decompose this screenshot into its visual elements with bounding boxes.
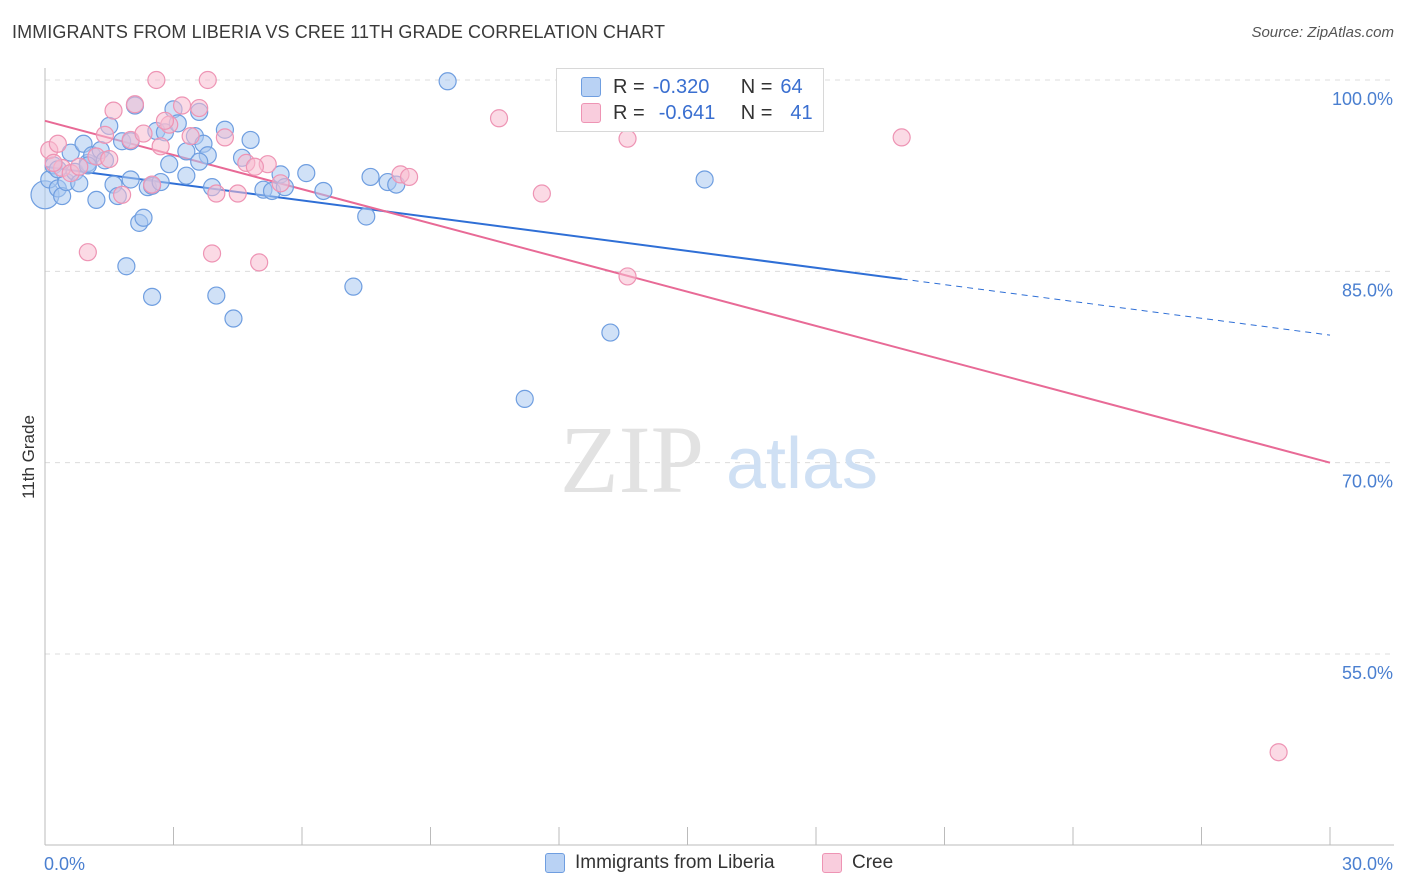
trend-line-cree bbox=[44, 119, 1331, 464]
point-liberia bbox=[695, 170, 714, 189]
point-cree bbox=[489, 109, 509, 128]
point-liberia bbox=[177, 166, 196, 185]
point-liberia bbox=[190, 152, 209, 171]
point-liberia bbox=[224, 309, 243, 328]
point-cree bbox=[202, 244, 222, 263]
legend-n-value: 41 bbox=[790, 101, 813, 124]
watermark: ZIP atlas bbox=[560, 406, 878, 513]
legend-r-label: R = bbox=[613, 101, 645, 124]
point-liberia bbox=[314, 181, 333, 201]
point-liberia bbox=[357, 207, 376, 226]
y-tick-label: 70.0% bbox=[1342, 472, 1393, 492]
point-cree bbox=[399, 167, 419, 187]
point-cree bbox=[271, 174, 290, 193]
y-tick-label: 55.0% bbox=[1342, 663, 1393, 683]
point-liberia bbox=[297, 164, 316, 183]
bottom-legend-label: Cree bbox=[852, 852, 894, 873]
point-cree bbox=[250, 253, 269, 272]
point-liberia bbox=[207, 286, 226, 305]
bottom-legend-swatch-blue bbox=[545, 853, 565, 873]
bottom-legend-swatch-pink bbox=[822, 853, 842, 873]
point-liberia bbox=[117, 257, 136, 276]
point-liberia bbox=[344, 277, 363, 296]
point-cree bbox=[155, 111, 175, 130]
point-cree bbox=[532, 184, 551, 203]
point-liberia bbox=[121, 170, 140, 189]
bottom-legend-label: Immigrants from Liberia bbox=[575, 852, 775, 873]
point-cree bbox=[181, 127, 200, 146]
point-liberia bbox=[61, 143, 80, 162]
point-cree bbox=[95, 125, 115, 144]
point-cree bbox=[147, 70, 166, 90]
point-liberia bbox=[515, 389, 534, 408]
point-liberia bbox=[438, 72, 457, 91]
point-liberia bbox=[160, 155, 179, 174]
watermark-zip: ZIP bbox=[560, 406, 704, 513]
trend-line-liberia bbox=[44, 165, 902, 280]
legend-n-label: N = bbox=[740, 101, 773, 124]
point-liberia bbox=[87, 190, 106, 210]
legend-swatch-pink bbox=[581, 103, 601, 123]
point-cree bbox=[44, 153, 63, 173]
point-liberia bbox=[134, 208, 153, 227]
point-cree bbox=[142, 175, 162, 194]
x-tick-label: 0.0% bbox=[44, 854, 85, 874]
legend-row-cree: R = -0.641 N = 41 bbox=[581, 101, 813, 125]
point-cree bbox=[228, 184, 247, 203]
watermark-atlas: atlas bbox=[726, 424, 878, 504]
point-cree bbox=[48, 134, 67, 153]
point-liberia bbox=[142, 287, 162, 306]
legend-r-label: R = bbox=[613, 75, 645, 98]
point-cree bbox=[100, 149, 119, 169]
point-cree bbox=[104, 101, 123, 120]
legend-r-value: -0.320 bbox=[652, 75, 710, 98]
source-label: Source: ZipAtlas.com bbox=[1251, 24, 1394, 41]
point-liberia bbox=[601, 323, 620, 342]
grid-lines bbox=[45, 79, 1394, 655]
axes bbox=[44, 68, 1394, 846]
trend-lines bbox=[44, 119, 1331, 464]
legend-row-liberia: R = -0.320 N = 64 bbox=[581, 75, 803, 99]
point-cree bbox=[207, 184, 226, 203]
point-cree bbox=[618, 267, 637, 286]
point-cree bbox=[1269, 743, 1288, 762]
legend-swatch-blue bbox=[581, 77, 601, 97]
chart-title: IMMIGRANTS FROM LIBERIA VS CREE 11TH GRA… bbox=[12, 22, 666, 42]
point-liberia bbox=[241, 130, 260, 150]
legend-n-label: N = bbox=[740, 75, 773, 98]
trend-line-liberia-extension bbox=[901, 278, 1331, 336]
y-tick-label: 100.0% bbox=[1332, 89, 1393, 109]
legend-r-value: -0.641 bbox=[658, 101, 716, 124]
data-points bbox=[30, 70, 1288, 762]
bottom-legend-liberia: Immigrants from Liberia bbox=[545, 852, 775, 874]
x-tick-label: 30.0% bbox=[1342, 854, 1393, 874]
point-cree bbox=[190, 98, 209, 118]
y-axis-label: 11th Grade bbox=[19, 415, 38, 499]
bottom-legend-cree: Cree bbox=[822, 852, 893, 874]
point-cree bbox=[78, 243, 97, 262]
point-cree bbox=[618, 129, 637, 148]
point-cree bbox=[172, 96, 192, 115]
point-cree bbox=[215, 128, 234, 147]
legend-n-value: 64 bbox=[780, 75, 803, 98]
stats-legend: R = -0.320 N = 64 R = -0.641 N = 41 bbox=[556, 68, 824, 132]
point-cree bbox=[151, 137, 170, 156]
point-cree bbox=[125, 95, 145, 114]
tick-labels: 55.0% 70.0% 85.0% 100.0% 0.0% 30.0% bbox=[44, 89, 1393, 874]
point-cree bbox=[892, 128, 911, 147]
point-cree bbox=[134, 124, 153, 143]
point-cree bbox=[245, 157, 264, 176]
point-cree bbox=[112, 185, 132, 204]
point-cree bbox=[198, 70, 217, 90]
point-liberia bbox=[361, 167, 380, 187]
point-cree bbox=[70, 157, 89, 176]
y-tick-label: 85.0% bbox=[1342, 280, 1393, 300]
